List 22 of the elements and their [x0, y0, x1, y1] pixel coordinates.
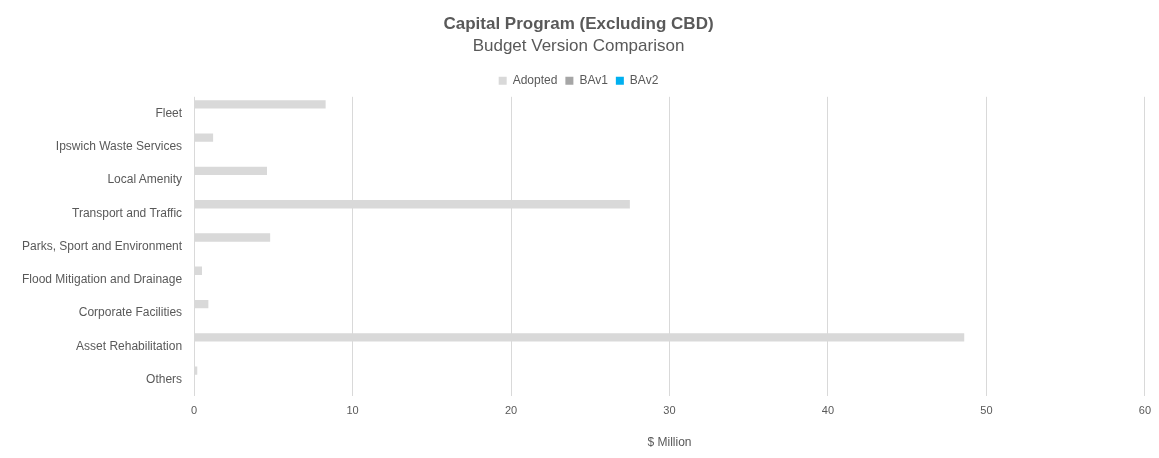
x-tick-label: 10 [346, 404, 359, 417]
y-tick-label: Others [146, 372, 183, 387]
x-tick-label: 40 [821, 404, 835, 417]
y-tick-label: Local Amenity [107, 172, 183, 187]
y-tick-label: Corporate Facilities [78, 305, 183, 320]
x-tick-label: 50 [980, 404, 993, 417]
legend-label: BAv2 [629, 73, 659, 88]
y-tick-label: Asset Rehabilitation [76, 338, 183, 353]
y-tick-label: Parks, Sport and Environment [22, 238, 183, 253]
y-tick-label: Ipswich Waste Services [55, 139, 183, 154]
y-tick-label: Fleet [155, 105, 183, 120]
x-tick-label: 60 [1138, 404, 1152, 417]
y-tick-label: Flood Mitigation and Drainage [21, 272, 183, 287]
chart-title: Capital Program (Excluding CBD) [443, 13, 714, 33]
x-tick-label: 20 [504, 404, 518, 417]
x-axis-title: $ Million [647, 435, 692, 450]
legend-label: BAv1 [579, 73, 609, 88]
legend-label: Adopted [512, 73, 558, 88]
x-tick-label: 0 [191, 404, 198, 417]
y-tick-label: Transport and Traffic [72, 205, 183, 220]
chart-subtitle: Budget Version Comparison [472, 36, 685, 56]
x-tick-label: 30 [663, 404, 676, 417]
